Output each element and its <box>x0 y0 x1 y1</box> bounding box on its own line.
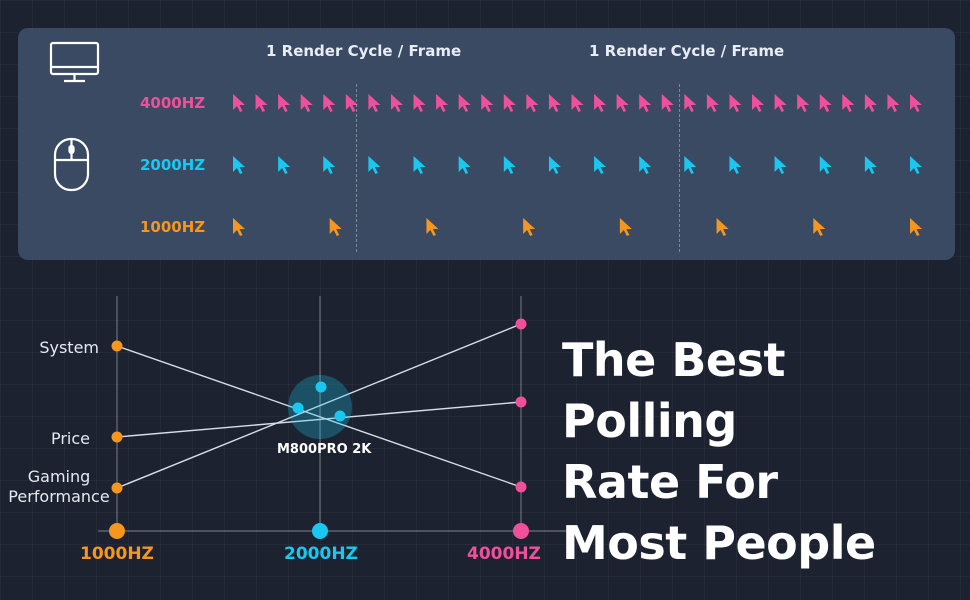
price-1000hz-point <box>111 431 123 443</box>
product-label: M800PRO 2K <box>277 442 372 457</box>
headline-line-3: Most People <box>562 516 876 570</box>
axis-label-1000hz: 1000HZ <box>80 544 154 564</box>
cursor-4000hz-icon <box>729 94 742 112</box>
cursor-4000hz-icon <box>548 94 561 112</box>
gaming-1000hz-point <box>111 482 123 494</box>
cursor-2000hz-icon <box>910 156 922 174</box>
rate-label-2000hz: 2000HZ <box>140 156 206 174</box>
frame-divider-1 <box>356 84 357 252</box>
price-2000hz-point <box>334 410 346 422</box>
cursor-4000hz-icon <box>616 94 629 112</box>
cursor-4000hz-icon <box>661 94 674 112</box>
cursor-1000hz-icon <box>329 218 342 236</box>
cursor-2000hz-icon <box>639 156 652 174</box>
cursor-4000hz-icon <box>571 94 584 112</box>
axis-marker-1000hz <box>109 523 125 539</box>
rate-label-4000hz: 4000HZ <box>140 94 206 112</box>
price-line <box>116 401 522 438</box>
cursor-4000hz-icon <box>887 94 900 112</box>
cursor-1000hz-icon <box>523 218 536 236</box>
cursor-2000hz-icon <box>684 156 697 174</box>
cursor-2000hz-icon <box>594 156 607 174</box>
cursor-4000hz-icon <box>594 94 607 112</box>
panel-graphics <box>49 41 922 236</box>
cursor-4000hz-icon <box>819 94 832 112</box>
category-gaming-performance: Gaming Performance <box>8 467 110 506</box>
rate-label-1000hz: 1000HZ <box>140 218 206 236</box>
cursor-1000hz-icon <box>619 218 632 236</box>
cursor-2000hz-icon <box>503 156 516 174</box>
cursor-2000hz-icon <box>413 156 426 174</box>
headline-line-1: The Best Polling <box>562 333 785 448</box>
cursor-4000hz-icon <box>300 94 313 112</box>
cursor-4000hz-icon <box>526 94 539 112</box>
cursor-4000hz-icon <box>774 94 787 112</box>
cursor-2000hz-icon <box>864 156 877 174</box>
cursor-4000hz-icon <box>503 94 516 112</box>
cursor-4000hz-icon <box>639 94 652 112</box>
cursor-1000hz-icon <box>426 218 439 236</box>
axis-marker-2000hz <box>312 523 328 539</box>
cursor-2000hz-icon <box>323 156 336 174</box>
cursor-4000hz-icon <box>255 94 268 112</box>
cursor-4000hz-icon <box>413 94 426 112</box>
cursor-1000hz-icon <box>910 218 922 236</box>
system-line <box>116 345 522 488</box>
cursor-4000hz-icon <box>706 94 719 112</box>
axis-label-4000hz: 4000HZ <box>467 544 541 564</box>
cursor-1000hz-icon <box>813 218 826 236</box>
system-1000hz-point <box>111 340 123 352</box>
headline-line-2: Rate For <box>562 455 778 509</box>
cursor-4000hz-icon <box>278 94 291 112</box>
cursor-4000hz-icon <box>797 94 810 112</box>
cursor-4000hz-icon <box>436 94 449 112</box>
cursor-4000hz-icon <box>481 94 494 112</box>
mouse-icon <box>53 137 90 192</box>
system-4000hz-point <box>515 481 527 493</box>
cursor-4000hz-icon <box>752 94 765 112</box>
cursor-2000hz-icon <box>819 156 832 174</box>
cursor-4000hz-icon <box>233 94 245 112</box>
cursor-2000hz-icon <box>233 156 245 174</box>
frame-divider-2 <box>679 84 680 252</box>
cursor-4000hz-icon <box>684 94 697 112</box>
cursor-4000hz-icon <box>323 94 336 112</box>
gaming-performance-line <box>116 323 522 489</box>
headline: The Best Polling Rate For Most People <box>562 330 962 574</box>
cursor-2000hz-icon <box>774 156 787 174</box>
cursor-1000hz-icon <box>716 218 729 236</box>
cursor-2000hz-icon <box>278 156 291 174</box>
price-4000hz-point <box>515 396 527 408</box>
cursor-2000hz-icon <box>368 156 381 174</box>
cursor-4000hz-icon <box>458 94 471 112</box>
cursor-2000hz-icon <box>729 156 742 174</box>
cursor-1000hz-icon <box>233 218 245 236</box>
system-2000hz-point <box>315 381 327 393</box>
gaming-2000hz-point <box>292 402 304 414</box>
cursor-4000hz-icon <box>864 94 877 112</box>
render-cycle-label-1: 1 Render Cycle / Frame <box>266 42 462 60</box>
cursor-4000hz-icon <box>345 94 358 112</box>
gaming-4000hz-point <box>515 318 527 330</box>
cursor-4000hz-icon <box>842 94 855 112</box>
category-system: System <box>39 338 99 357</box>
sweet-spot-highlight <box>288 375 352 439</box>
cursor-2000hz-icon <box>548 156 561 174</box>
monitor-icon <box>49 41 100 83</box>
cursor-4000hz-icon <box>390 94 403 112</box>
render-cycle-label-2: 1 Render Cycle / Frame <box>589 42 785 60</box>
cursor-4000hz-icon <box>368 94 381 112</box>
category-price: Price <box>50 429 90 448</box>
axis-marker-4000hz <box>513 523 529 539</box>
cursor-4000hz-icon <box>910 94 922 112</box>
axis-label-2000hz: 2000HZ <box>284 544 358 564</box>
cursor-2000hz-icon <box>458 156 471 174</box>
polling-comparison-panel <box>18 28 955 260</box>
